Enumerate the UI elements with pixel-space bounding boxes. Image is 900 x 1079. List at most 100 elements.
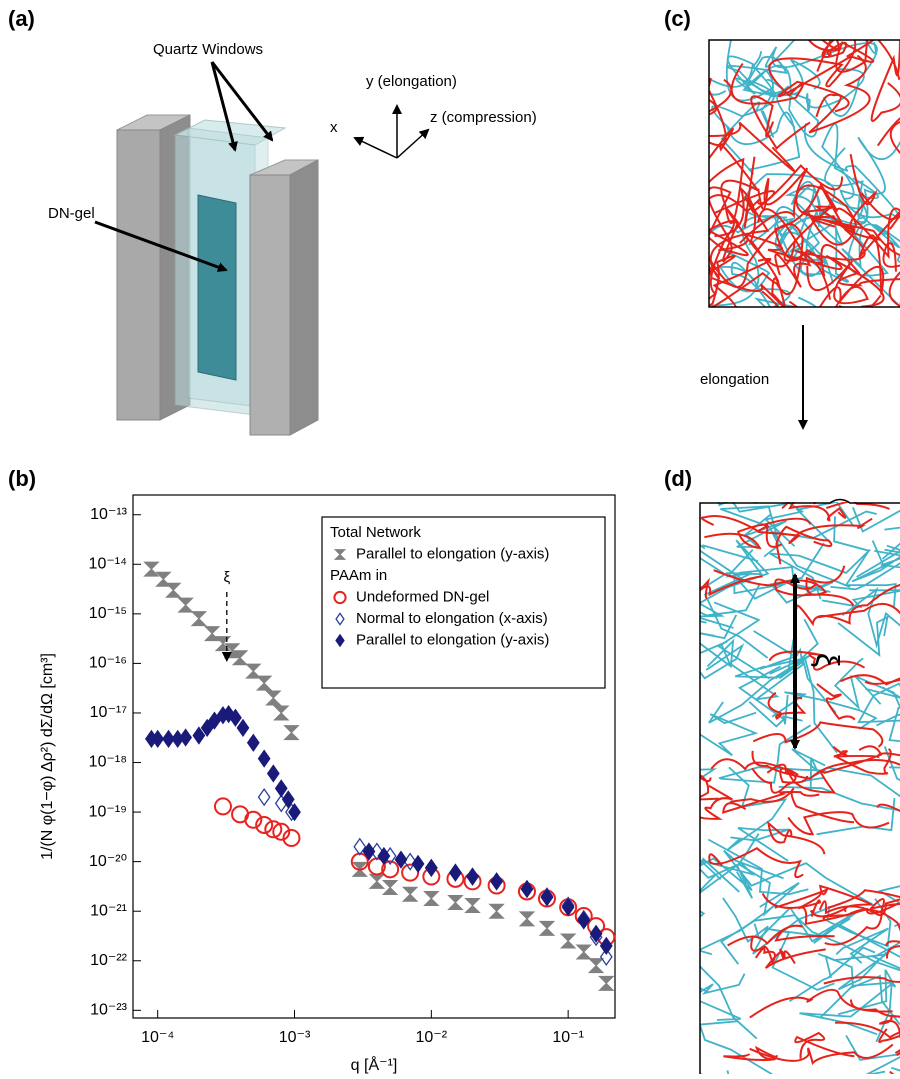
chain: [628, 187, 732, 255]
y-tick-label: 10⁻¹⁷: [90, 704, 128, 721]
chain: [877, 704, 900, 749]
x-tick-label: 10⁻²: [416, 1029, 448, 1046]
marker: [540, 921, 554, 935]
y-tick-label: 10⁻²³: [90, 1002, 128, 1019]
marker: [192, 612, 206, 626]
axis-arrow: [355, 138, 397, 158]
axis-label: y (elongation): [366, 73, 457, 90]
marker: [166, 583, 180, 597]
x-tick-label: 10⁻³: [279, 1029, 311, 1046]
legend-label: Undeformed DN-gel: [356, 588, 489, 605]
chain: [865, 649, 900, 684]
annotation: ξ: [223, 569, 230, 586]
legend-heading: Total Network: [330, 524, 421, 541]
y-tick-label: 10⁻¹⁹: [89, 803, 127, 820]
chain: [709, 848, 803, 877]
marker: [180, 729, 191, 745]
chain: [704, 0, 821, 33]
chain: [631, 1028, 733, 1074]
marker: [403, 887, 417, 901]
chain: [708, 56, 758, 94]
chain: [735, 306, 853, 360]
network: [621, 0, 900, 460]
marker: [563, 899, 574, 915]
y-tick-label: 10⁻¹⁶: [89, 655, 127, 672]
marker: [237, 720, 248, 736]
cell-drawing: [117, 115, 318, 435]
legend-heading: PAAm in: [330, 567, 387, 584]
y-tick-label: 10⁻¹³: [90, 506, 128, 523]
marker: [589, 959, 603, 973]
panel-label: (d): [664, 466, 692, 491]
chain: [648, 216, 778, 351]
marker: [383, 881, 397, 895]
chain: [668, 291, 734, 407]
marker: [284, 726, 298, 740]
y-tick-label: 10⁻²¹: [90, 902, 127, 919]
y-tick-label: 10⁻¹⁴: [89, 556, 128, 573]
marker: [450, 865, 461, 881]
chain: [814, 488, 890, 509]
marker: [448, 895, 462, 909]
chain: [700, 1021, 782, 1074]
chain: [758, 302, 837, 425]
marker: [426, 860, 437, 876]
y-tick-label: 10⁻²²: [90, 952, 128, 969]
y-tick-label: 10⁻²⁰: [89, 853, 127, 870]
marker: [577, 945, 591, 959]
chain: [783, 695, 802, 724]
y-tick-label: 10⁻¹⁵: [89, 605, 127, 622]
axis-label: x: [330, 119, 338, 136]
marker: [257, 676, 271, 690]
marker: [268, 766, 279, 782]
marker: [370, 874, 384, 888]
marker: [259, 751, 270, 767]
length-label: ξ: [810, 653, 846, 667]
network: [605, 471, 900, 1074]
chain: [828, 768, 900, 804]
panel-label: (a): [8, 6, 35, 31]
marker: [520, 912, 534, 926]
panel-label: (b): [8, 466, 36, 491]
y-axis-label: 1/(N φ(1−φ) Δρ²) dΣ/dΩ [cm³]: [39, 653, 56, 860]
window-label: Quartz Windows: [153, 41, 263, 58]
chain: [750, 990, 893, 1018]
marker: [599, 976, 613, 990]
marker: [259, 789, 270, 805]
chain: [685, 773, 719, 800]
marker: [491, 873, 502, 889]
marker: [274, 706, 288, 720]
chain: [705, 550, 767, 658]
chain: [795, 1033, 854, 1059]
chain: [668, 540, 768, 594]
marker: [179, 598, 193, 612]
marker: [276, 780, 287, 796]
chain: [605, 859, 739, 935]
marker: [466, 899, 480, 913]
marker: [205, 627, 219, 641]
chain: [671, 73, 732, 141]
panel-label: (c): [664, 6, 691, 31]
marker: [289, 804, 300, 820]
chain: [702, 516, 811, 531]
chain: [689, 641, 742, 678]
chain: [638, 264, 706, 337]
chart: 10⁻¹³10⁻¹⁴10⁻¹⁵10⁻¹⁶10⁻¹⁷10⁻¹⁸10⁻¹⁹10⁻²⁰…: [39, 495, 615, 1074]
axis-label: z (compression): [430, 109, 537, 126]
x-axis-label: q [Å⁻¹]: [351, 1055, 398, 1074]
marker: [601, 938, 612, 954]
chain: [698, 713, 756, 756]
legend-label: Normal to elongation (x-axis): [356, 610, 548, 627]
arrow-label: elongation: [700, 371, 769, 388]
chain: [621, 50, 717, 123]
x-tick-label: 10⁻⁴: [141, 1029, 174, 1046]
x-tick-label: 10⁻¹: [552, 1029, 584, 1046]
legend-label: Parallel to elongation (y-axis): [356, 631, 549, 648]
marker: [215, 798, 231, 814]
chain: [883, 243, 900, 379]
marker: [561, 934, 575, 948]
chain: [842, 589, 900, 656]
chain: [667, 550, 695, 593]
marker: [467, 869, 478, 885]
